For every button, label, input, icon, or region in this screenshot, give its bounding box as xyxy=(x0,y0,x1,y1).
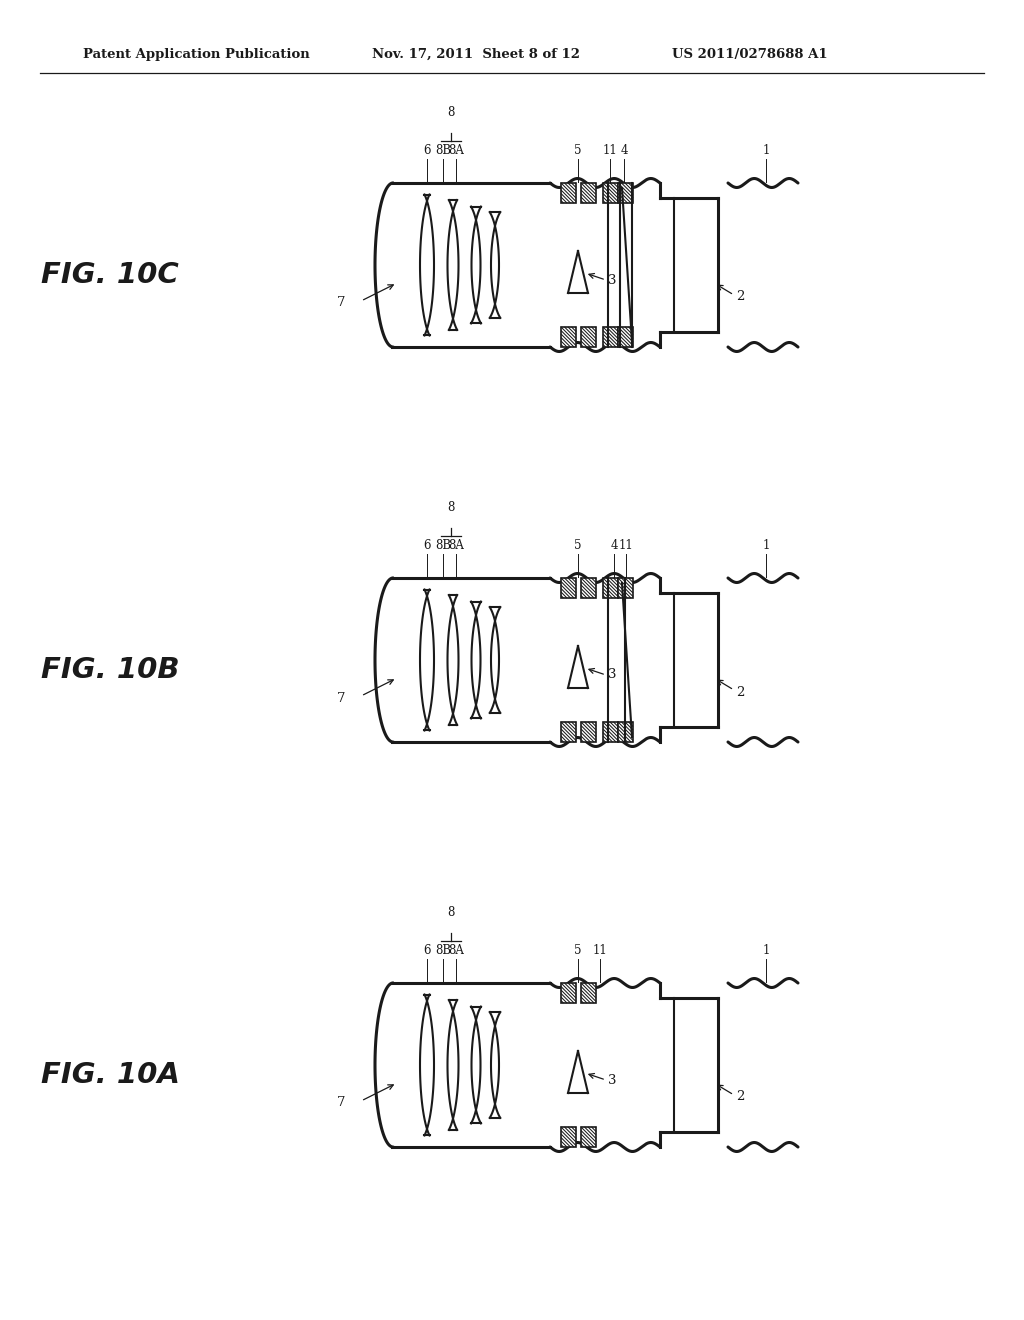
Text: 2: 2 xyxy=(736,685,744,698)
Text: 4: 4 xyxy=(621,144,628,157)
Text: 8B: 8B xyxy=(435,144,451,157)
Bar xyxy=(618,183,633,203)
Text: 5: 5 xyxy=(574,539,582,552)
Bar xyxy=(603,578,618,598)
Text: 1: 1 xyxy=(762,144,770,157)
Text: Nov. 17, 2011  Sheet 8 of 12: Nov. 17, 2011 Sheet 8 of 12 xyxy=(372,48,580,61)
Text: 1: 1 xyxy=(762,539,770,552)
Bar xyxy=(581,183,596,203)
Text: 7: 7 xyxy=(337,297,345,309)
Text: FIG. 10A: FIG. 10A xyxy=(41,1061,179,1089)
Text: US 2011/0278688 A1: US 2011/0278688 A1 xyxy=(672,48,827,61)
Bar xyxy=(561,983,575,1003)
Text: FIG. 10C: FIG. 10C xyxy=(41,261,179,289)
Bar xyxy=(603,183,618,203)
Bar xyxy=(603,327,618,347)
Bar xyxy=(618,578,633,598)
Bar xyxy=(581,983,596,1003)
Text: 11: 11 xyxy=(618,539,634,552)
Bar xyxy=(561,722,575,742)
Text: 7: 7 xyxy=(337,1097,345,1110)
Bar xyxy=(561,1127,575,1147)
Text: 4: 4 xyxy=(610,539,617,552)
Bar xyxy=(561,183,575,203)
Text: 8A: 8A xyxy=(449,944,464,957)
Text: 8A: 8A xyxy=(449,144,464,157)
Bar xyxy=(581,578,596,598)
Text: 8: 8 xyxy=(447,106,455,119)
Bar xyxy=(561,578,575,598)
Text: 11: 11 xyxy=(593,944,607,957)
Bar xyxy=(603,722,618,742)
Bar xyxy=(581,722,596,742)
Text: 5: 5 xyxy=(574,944,582,957)
Text: 3: 3 xyxy=(608,668,616,681)
Text: 8B: 8B xyxy=(435,944,451,957)
Text: 8: 8 xyxy=(447,502,455,513)
Text: 8: 8 xyxy=(447,906,455,919)
Text: 2: 2 xyxy=(736,1090,744,1104)
Text: 7: 7 xyxy=(337,692,345,705)
Bar xyxy=(581,1127,596,1147)
Text: 8B: 8B xyxy=(435,539,451,552)
Bar xyxy=(561,327,575,347)
Bar xyxy=(618,722,633,742)
Text: 11: 11 xyxy=(603,144,617,157)
Bar xyxy=(618,327,633,347)
Text: 5: 5 xyxy=(574,144,582,157)
Text: FIG. 10B: FIG. 10B xyxy=(41,656,179,684)
Text: 1: 1 xyxy=(762,944,770,957)
Text: 2: 2 xyxy=(736,290,744,304)
Text: 6: 6 xyxy=(423,944,431,957)
Text: 6: 6 xyxy=(423,144,431,157)
Text: 3: 3 xyxy=(608,1073,616,1086)
Text: 8A: 8A xyxy=(449,539,464,552)
Bar xyxy=(581,327,596,347)
Text: 3: 3 xyxy=(608,273,616,286)
Text: Patent Application Publication: Patent Application Publication xyxy=(83,48,309,61)
Text: 6: 6 xyxy=(423,539,431,552)
